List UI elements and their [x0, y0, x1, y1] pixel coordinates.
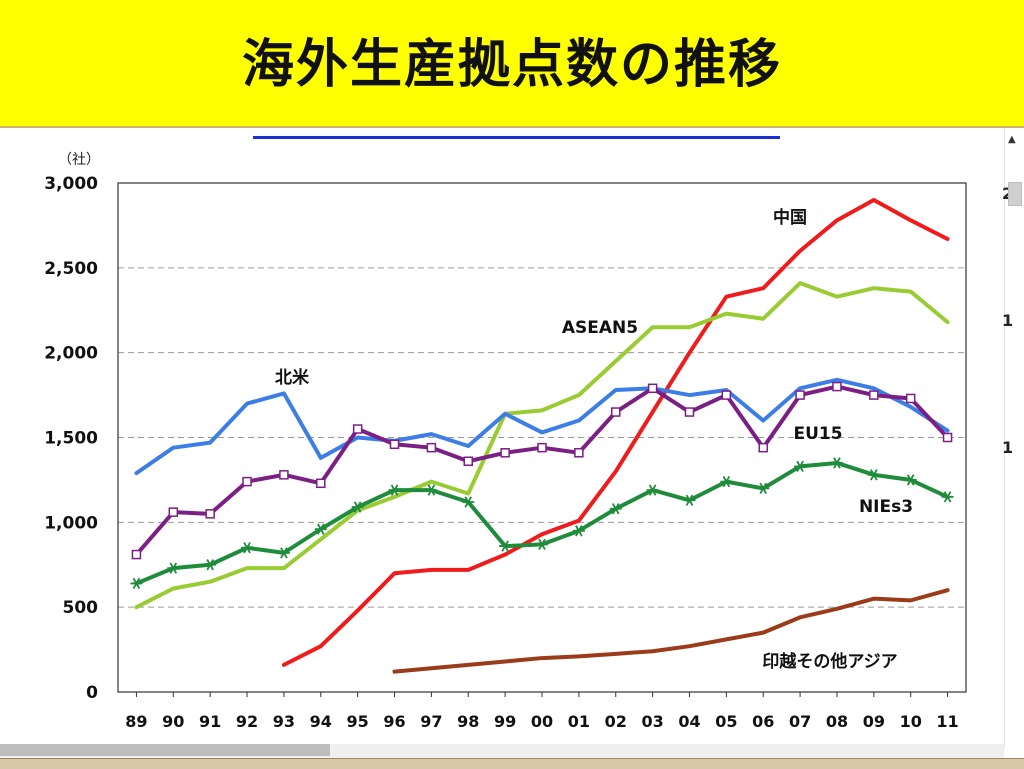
x-axis-ticks: 89 90 91 92 93 94 95 96 97 98 99 00 01 02 03 04 05 06 07 08… — [125, 692, 958, 731]
data-point — [427, 444, 435, 452]
data-point — [796, 391, 804, 399]
x-tick-label: 08 — [826, 712, 848, 731]
data-point — [831, 458, 843, 468]
y-tick-label: 1,000 — [44, 513, 98, 533]
x-tick-label: 09 — [863, 712, 885, 731]
data-point — [759, 444, 767, 452]
y-tick-label: 2,500 — [44, 259, 98, 279]
data-point — [464, 457, 472, 465]
data-point — [538, 444, 546, 452]
y-tick-label: 500 — [63, 598, 99, 618]
x-tick-label: 94 — [310, 712, 332, 731]
series-label: 中国 — [773, 207, 807, 228]
data-point — [907, 394, 915, 402]
data-point — [317, 479, 325, 487]
scroll-up-arrow-icon[interactable]: ▲ — [1008, 134, 1016, 145]
y-axis-unit: （社） — [58, 152, 100, 168]
data-point — [649, 384, 657, 392]
data-point — [833, 383, 841, 391]
data-point — [169, 508, 177, 516]
data-point — [280, 471, 288, 479]
x-tick-label: 91 — [199, 712, 221, 731]
x-tick-label: 92 — [236, 712, 258, 731]
series-label: EU15 — [793, 424, 842, 444]
y-tick-label: 3,000 — [44, 174, 98, 194]
y-tick-label: 1,500 — [44, 429, 98, 449]
x-tick-label: 95 — [347, 712, 369, 731]
data-point — [132, 551, 140, 559]
series-label: NIEs3 — [859, 497, 913, 517]
series-0 — [284, 200, 948, 665]
data-point — [425, 485, 437, 495]
x-tick-label: 10 — [900, 712, 922, 731]
data-point — [685, 408, 693, 416]
x-tick-label: 03 — [641, 712, 663, 731]
data-point — [944, 434, 952, 442]
data-point — [722, 391, 730, 399]
x-tick-label: 99 — [494, 712, 516, 731]
vertical-scrollbar-thumb[interactable] — [1008, 182, 1022, 206]
x-tick-label: 01 — [568, 712, 590, 731]
data-point — [612, 408, 620, 416]
x-tick-label: 93 — [273, 712, 295, 731]
data-point — [501, 449, 509, 457]
right-strip-digit-3: 1 — [1002, 438, 1013, 457]
data-point — [391, 440, 399, 448]
data-point — [243, 478, 251, 486]
x-tick-label: 06 — [752, 712, 774, 731]
x-tick-label: 04 — [678, 712, 700, 731]
title-bar: 海外生産拠点数の推移 — [0, 0, 1024, 128]
horizontal-scrollbar-thumb[interactable] — [0, 744, 330, 756]
series-label: 印越その他アジア — [762, 651, 897, 672]
x-tick-label: 02 — [605, 712, 627, 731]
data-point — [206, 510, 214, 518]
taskbar-strip — [0, 758, 1024, 769]
x-tick-label: 05 — [715, 712, 737, 731]
data-point — [868, 470, 880, 480]
x-tick-label: 97 — [420, 712, 442, 731]
x-tick-label: 96 — [383, 712, 405, 731]
page-title: 海外生産拠点数の推移 — [0, 22, 1024, 97]
x-tick-label: 89 — [125, 712, 147, 731]
y-tick-label: 2,000 — [44, 344, 98, 364]
x-tick-label: 00 — [531, 712, 553, 731]
series-line — [284, 200, 948, 665]
data-point — [354, 425, 362, 433]
y-axis-ticks: 0 500 1,000 1,500 2,000 2,500 3,000 — [44, 174, 98, 703]
x-tick-label: 11 — [936, 712, 958, 731]
data-point — [870, 391, 878, 399]
x-tick-label: 98 — [457, 712, 479, 731]
y-tick-label: 0 — [86, 683, 98, 703]
series-label: ASEAN5 — [562, 318, 638, 338]
right-strip-digit-2: 1 — [1002, 311, 1013, 330]
x-tick-label: 90 — [162, 712, 184, 731]
data-point — [575, 449, 583, 457]
x-tick-label: 07 — [789, 712, 811, 731]
series-label: 北米 — [275, 367, 310, 388]
